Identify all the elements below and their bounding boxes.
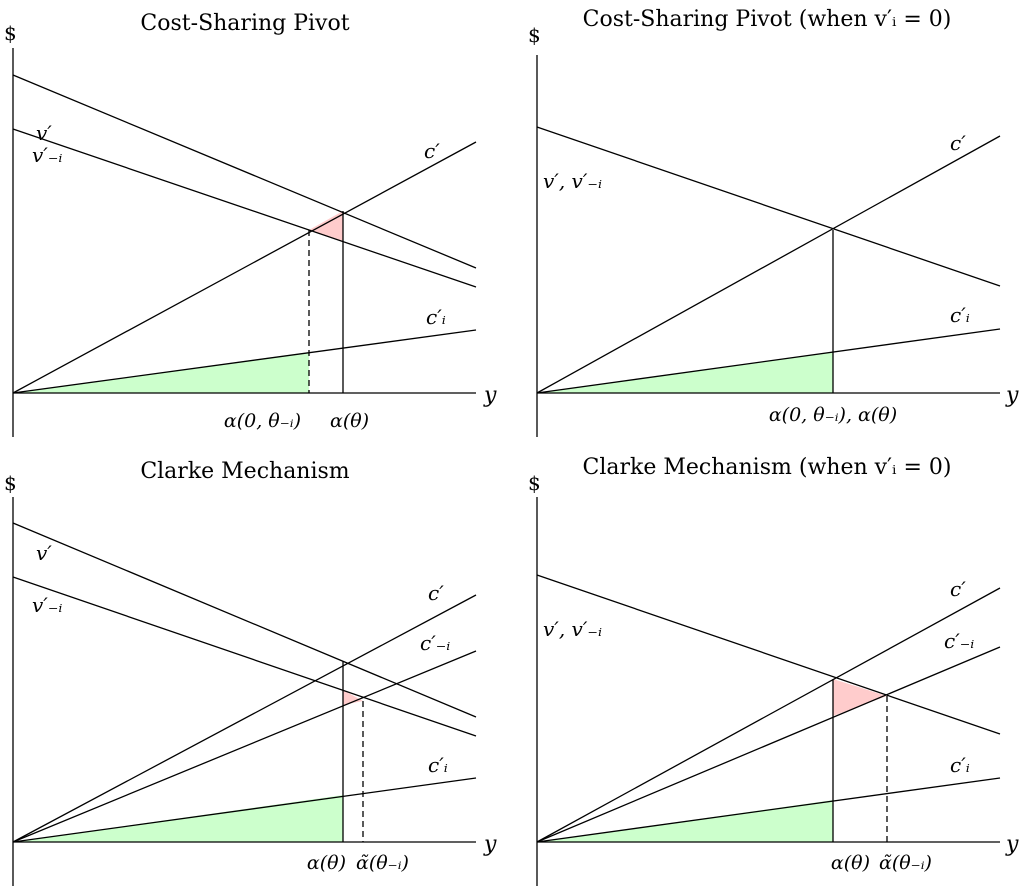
y-axis-label: $ <box>4 471 17 495</box>
c-prime-i-line <box>12 329 477 394</box>
v-prime-minus-i-line <box>12 576 477 737</box>
v-prime-and-v-prime-minus-i-label: v′, v′₋ᵢ <box>543 617 602 641</box>
c-prime-line <box>12 594 477 843</box>
c-prime-line <box>536 135 1001 394</box>
panel-title: Clarke Mechanism (when v′ᵢ = 0) <box>583 455 952 480</box>
tick-alpha-tilde-theta-minus-i: α̃(θ₋ᵢ) <box>356 852 409 874</box>
v-prime-label: v′ <box>36 541 52 565</box>
c-prime-label: c′ <box>950 131 966 155</box>
panel-cost-sharing-pivot-v0: Cost-Sharing Pivot (when v′ᵢ = 0) $ y v′… <box>528 7 1019 437</box>
v-prime-line <box>12 74 477 269</box>
red-area <box>833 679 887 716</box>
panel-title: Cost-Sharing Pivot <box>140 11 349 36</box>
v-prime-line <box>536 574 1001 735</box>
panel-title: Clarke Mechanism <box>140 459 349 484</box>
c-prime-line <box>12 141 477 394</box>
panel-clarke-mechanism-v0: Clarke Mechanism (when v′ᵢ = 0) $ y v′, … <box>528 455 1019 886</box>
v-prime-minus-i-label: v′₋ᵢ <box>32 143 62 167</box>
v-prime-minus-i-line <box>12 128 477 288</box>
tick-alpha-theta: α(θ) <box>307 852 346 874</box>
c-prime-line <box>536 587 1001 843</box>
c-prime-minus-i-line <box>536 646 1001 843</box>
c-prime-i-line <box>536 328 1001 394</box>
tick-alpha-theta: α(θ) <box>330 410 369 432</box>
c-prime-label: c′ <box>950 577 966 601</box>
c-prime-i-line <box>536 777 1001 843</box>
c-prime-i-line <box>12 777 477 843</box>
red-area <box>343 690 363 705</box>
x-axis-label: y <box>1005 383 1019 408</box>
x-axis-label: y <box>483 832 497 857</box>
c-prime-i-label: c′ᵢ <box>426 305 446 329</box>
y-axis-label: $ <box>4 21 17 45</box>
tick-alpha-0-theta-minus-i-and-alpha-theta: α(0, θ₋ᵢ), α(θ) <box>769 404 897 426</box>
v-prime-minus-i-label: v′₋ᵢ <box>32 593 62 617</box>
tick-alpha-0-theta-minus-i: α(0, θ₋ᵢ) <box>224 410 301 432</box>
panel-clarke-mechanism: Clarke Mechanism $ y v′ v′₋ᵢ c′ c′₋ᵢ c′ᵢ… <box>4 459 497 886</box>
red-area <box>309 211 343 241</box>
tick-alpha-theta: α(θ) <box>831 852 870 874</box>
v-prime-line <box>12 522 477 718</box>
panel-title: Cost-Sharing Pivot (when v′ᵢ = 0) <box>583 7 952 32</box>
y-axis-label: $ <box>528 23 541 47</box>
x-axis-label: y <box>1005 832 1019 857</box>
c-prime-i-label: c′ᵢ <box>950 303 970 327</box>
v-prime-label: v′ <box>36 121 52 145</box>
c-prime-minus-i-label: c′₋ᵢ <box>420 631 450 655</box>
c-prime-label: c′ <box>428 581 444 605</box>
c-prime-i-label: c′ᵢ <box>428 753 448 777</box>
c-prime-minus-i-label: c′₋ᵢ <box>944 629 974 653</box>
c-prime-i-label: c′ᵢ <box>950 753 970 777</box>
x-axis-label: y <box>483 383 497 408</box>
v-prime-and-v-prime-minus-i-label: v′, v′₋ᵢ <box>543 169 602 193</box>
c-prime-label: c′ <box>424 139 440 163</box>
v-prime-line <box>536 126 1001 287</box>
c-prime-minus-i-line <box>12 650 477 843</box>
tick-alpha-tilde-theta-minus-i: α̃(θ₋ᵢ) <box>879 852 932 874</box>
panel-cost-sharing-pivot: Cost-Sharing Pivot $ y v′ v′₋ᵢ c′ c′ᵢ α(… <box>4 11 497 437</box>
y-axis-label: $ <box>528 471 541 495</box>
